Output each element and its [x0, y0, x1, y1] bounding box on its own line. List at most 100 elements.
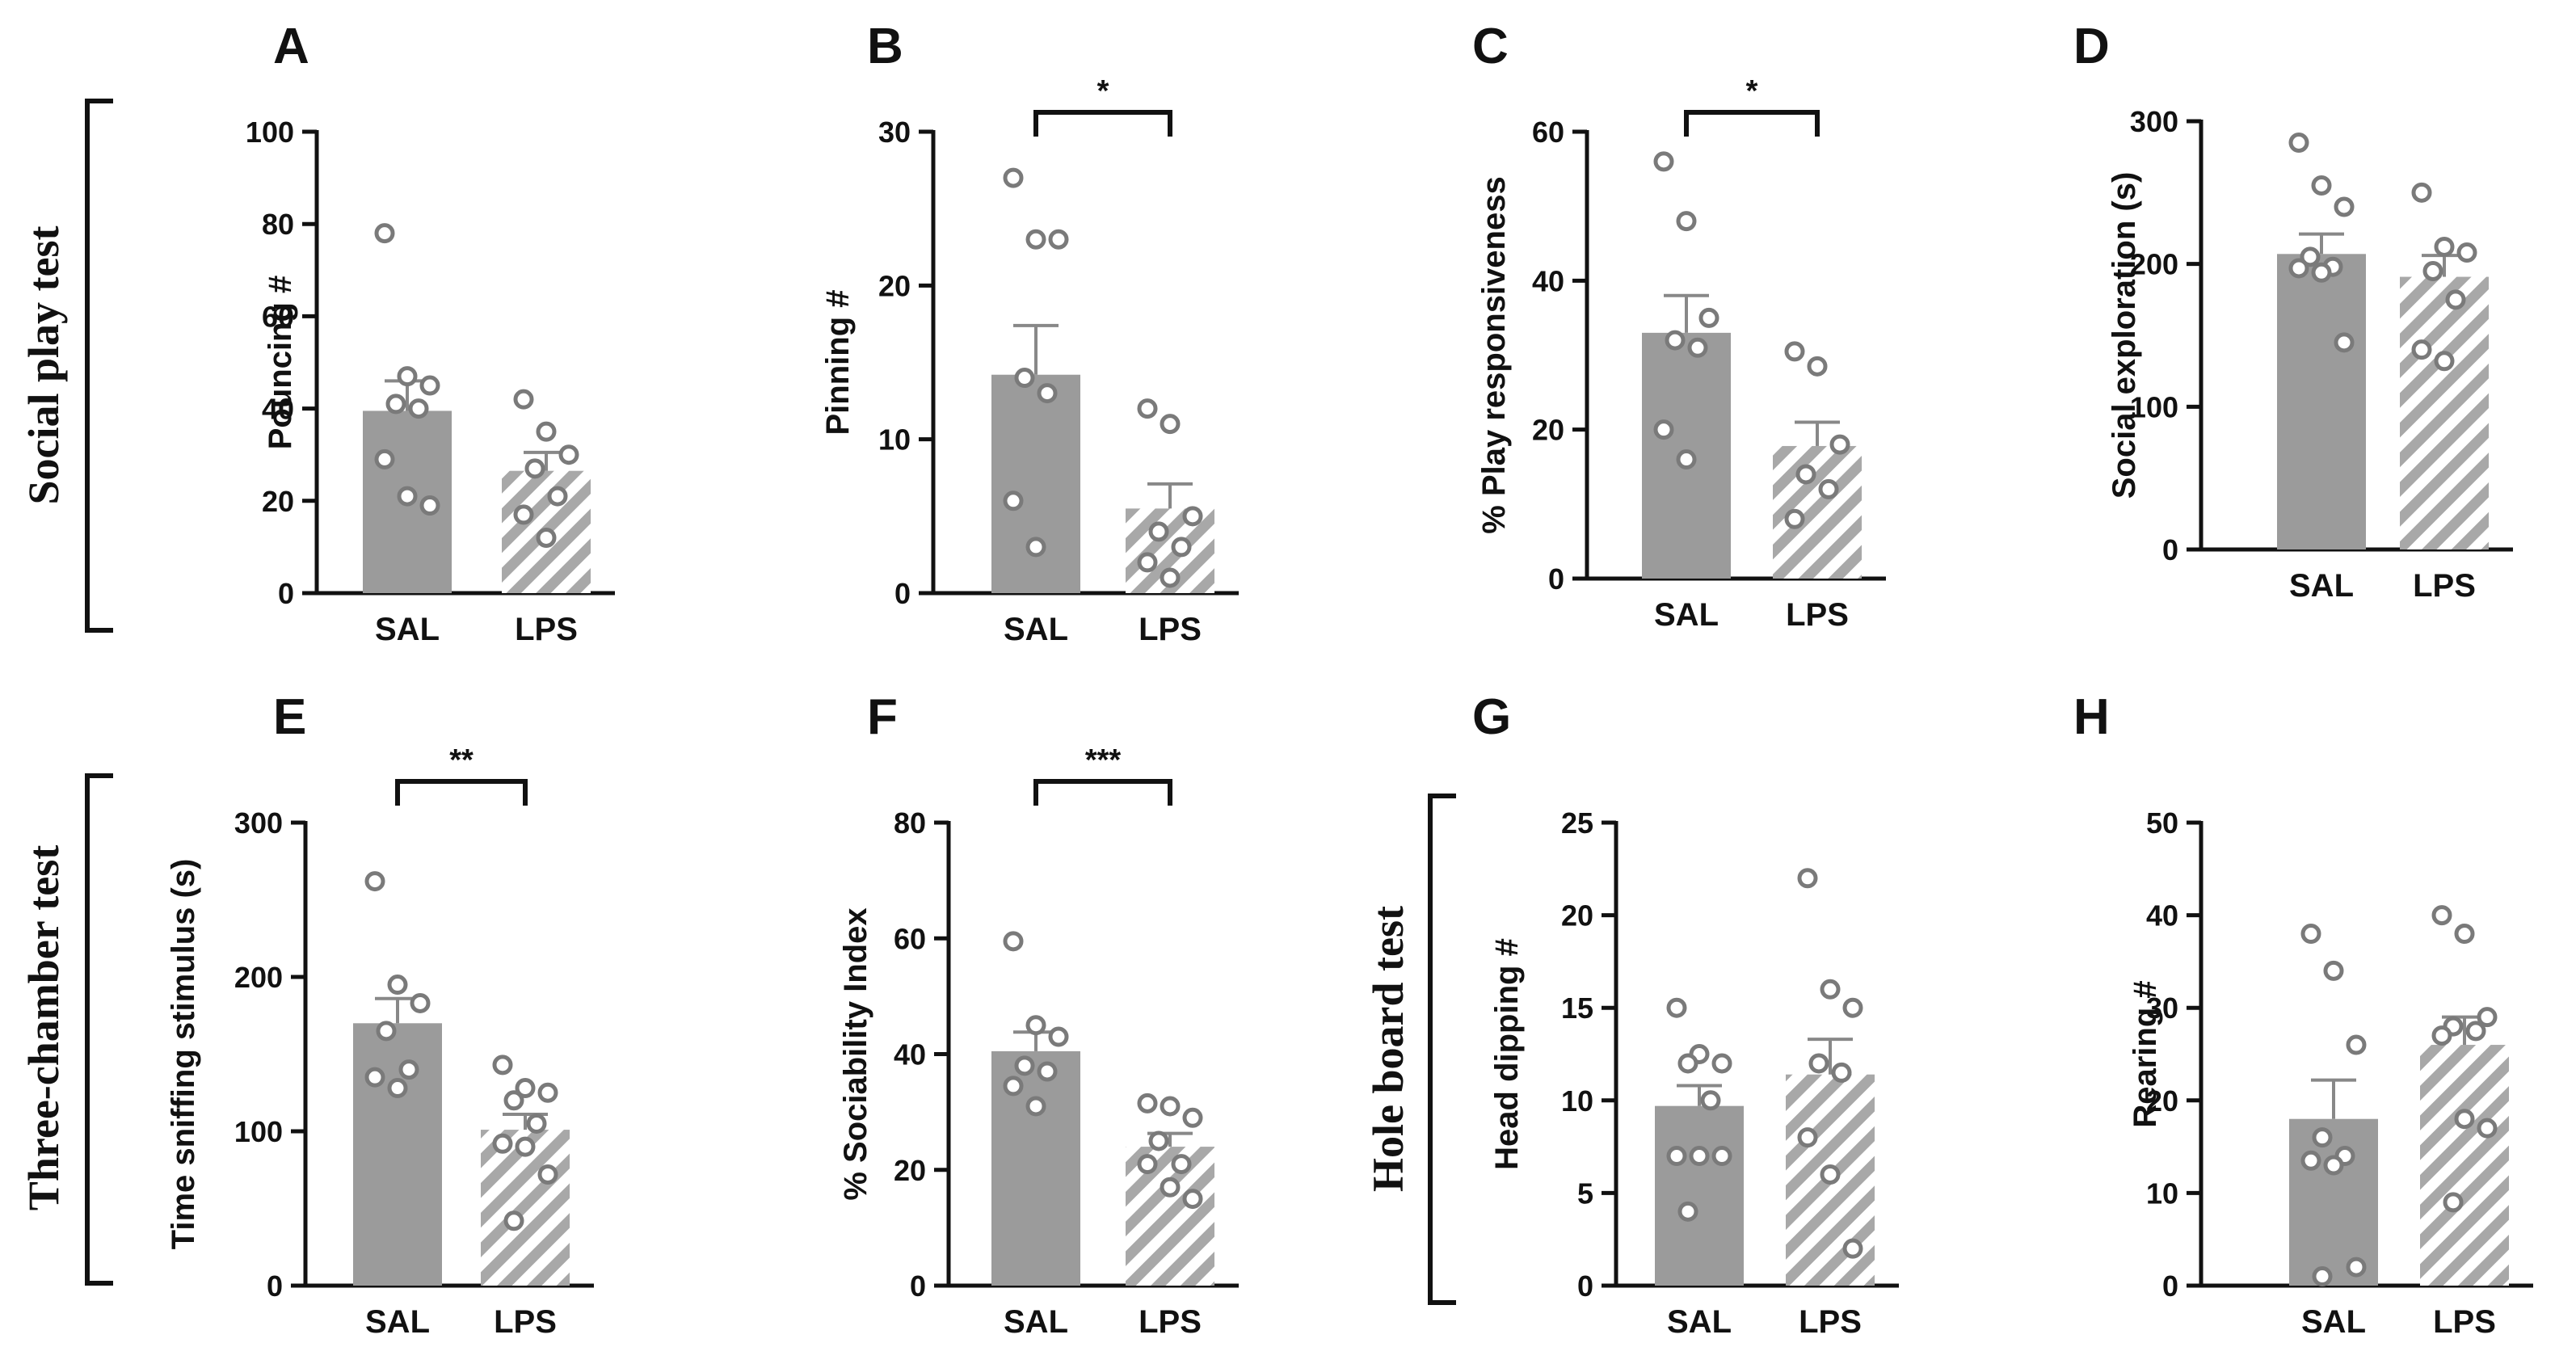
data-point-sal [1037, 1061, 1058, 1082]
y-tick-label: 100 [246, 116, 294, 149]
data-point-lps [1148, 521, 1169, 542]
significance-label: * [1097, 74, 1109, 108]
y-tick-label: 100 [2130, 390, 2178, 423]
bar-lps [2400, 276, 2489, 549]
data-point-sal [1666, 997, 1687, 1018]
data-point-sal [419, 495, 440, 516]
data-point-lps [1171, 1154, 1192, 1175]
x-category-label: SAL [1004, 1304, 1068, 1340]
data-point-sal [2300, 1150, 2321, 1171]
panel-letter: F [867, 689, 898, 745]
data-point-sal [1665, 330, 1686, 351]
y-tick-label: 50 [2146, 806, 2178, 840]
data-point-lps [492, 1133, 513, 1154]
data-point-lps [515, 1078, 536, 1099]
data-point-lps [1171, 537, 1192, 558]
data-point-lps [515, 1136, 536, 1157]
y-axis-label: Head dipping # [1489, 938, 1525, 1170]
y-tick-label: 200 [234, 961, 283, 994]
data-point-sal [2334, 332, 2355, 353]
y-tick-label: 60 [894, 922, 926, 955]
bar-sal [2277, 254, 2366, 549]
data-point-sal [1003, 167, 1024, 188]
data-point-sal [2334, 196, 2355, 217]
y-tick-label: 0 [2162, 533, 2178, 566]
data-point-sal [1014, 1055, 1035, 1076]
y-tick-label: 80 [894, 806, 926, 840]
data-point-lps [1784, 508, 1805, 529]
panel-letter: D [2073, 19, 2110, 74]
data-point-sal [2288, 133, 2309, 153]
data-point-sal [1677, 1201, 1698, 1222]
data-point-sal [1003, 1076, 1024, 1097]
data-point-sal [1698, 307, 1719, 328]
x-category-label: LPS [2413, 568, 2476, 604]
data-point-lps [2431, 905, 2452, 926]
data-point-lps [1842, 1238, 1863, 1259]
data-point-sal [1711, 1146, 1732, 1167]
data-point-lps [1797, 1127, 1818, 1148]
bar-lps [2420, 1045, 2509, 1286]
y-tick-label: 0 [894, 577, 911, 610]
data-point-lps [2434, 351, 2455, 372]
significance-bracket [1684, 110, 1820, 137]
significance-bracket [1033, 110, 1172, 137]
panel-g: G 0 5 10 15 20 25 Head dipping # SAL LPS [1472, 689, 1899, 1340]
panel-letter: G [1472, 689, 1511, 745]
panel-letter: B [867, 19, 903, 74]
data-point-sal [2300, 246, 2321, 267]
data-point-lps [524, 458, 545, 479]
data-point-lps [1137, 552, 1158, 573]
data-point-sal [1037, 383, 1058, 404]
data-point-sal [1014, 368, 1035, 389]
data-point-sal [410, 992, 431, 1013]
data-point-lps [547, 486, 568, 507]
data-point-lps [503, 1210, 524, 1231]
panel-letter: E [273, 689, 306, 745]
data-point-sal [1700, 1090, 1721, 1111]
y-tick-label: 10 [878, 423, 911, 457]
data-point-lps [526, 1113, 547, 1134]
data-point-lps [2456, 242, 2477, 263]
data-point-sal [1677, 1053, 1698, 1074]
data-point-sal [1048, 1026, 1069, 1047]
data-point-sal [387, 1078, 408, 1099]
data-point-lps [1160, 414, 1181, 435]
data-point-sal [2346, 1257, 2367, 1278]
data-point-lps [2477, 1007, 2498, 1028]
data-point-sal [419, 375, 440, 396]
x-category-label: SAL [2289, 568, 2354, 604]
bar-lps [1773, 445, 1862, 579]
y-tick-label: 40 [1532, 264, 1564, 297]
data-point-sal [2311, 262, 2332, 283]
x-category-label: SAL [1654, 597, 1719, 633]
x-category-label: SAL [1004, 612, 1068, 647]
y-tick-label: 20 [894, 1154, 926, 1187]
data-point-lps [536, 527, 557, 548]
data-point-lps [1820, 1164, 1841, 1185]
y-tick-label: 5 [1577, 1177, 1593, 1210]
y-axis-label: % Sociability Index [838, 907, 873, 1200]
y-tick-label: 15 [1561, 991, 1593, 1025]
x-category-label: SAL [2301, 1304, 2366, 1340]
group-label-three-chamber: Three-chamber test [19, 845, 68, 1210]
bar-sal [2289, 1118, 2378, 1286]
y-tick-label: 100 [234, 1115, 283, 1148]
data-point-lps [1829, 434, 1850, 455]
data-point-sal [2312, 1266, 2333, 1287]
data-point-lps [2422, 261, 2443, 281]
data-point-sal [1676, 211, 1697, 232]
data-point-sal [397, 366, 418, 387]
panel-letter: C [1472, 19, 1509, 74]
data-point-sal [1025, 229, 1046, 250]
data-point-lps [1795, 464, 1816, 485]
data-point-lps [2454, 1109, 2475, 1130]
significance-label: * [1746, 74, 1758, 108]
group-label-hole-board: Hole board test [1364, 906, 1412, 1192]
data-point-sal [376, 1021, 397, 1042]
data-point-sal [1653, 419, 1674, 440]
y-tick-label: 20 [878, 269, 911, 302]
y-axis-label: Time sniffing stimulus (s) [166, 859, 201, 1250]
data-point-sal [2311, 175, 2332, 196]
data-point-lps [503, 1090, 524, 1111]
